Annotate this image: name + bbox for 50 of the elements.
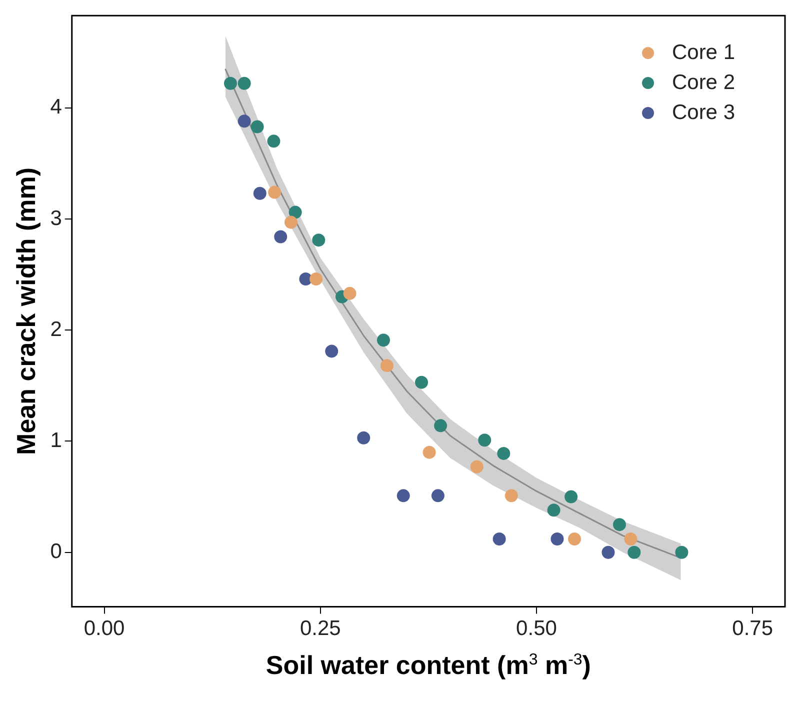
- point: [415, 376, 428, 389]
- legend-label: Core 1: [672, 40, 735, 65]
- point: [224, 76, 237, 90]
- point: [434, 419, 448, 432]
- point: [547, 504, 560, 517]
- point: [492, 532, 506, 546]
- point: [624, 532, 638, 546]
- point: [431, 489, 444, 502]
- point: [250, 120, 264, 134]
- x-tick-label: 0.50: [516, 617, 557, 640]
- point: [564, 490, 578, 504]
- point: [478, 434, 492, 447]
- point: [343, 286, 356, 300]
- x-tick-label: 0.00: [84, 617, 125, 640]
- point: [238, 76, 251, 90]
- point: [504, 489, 518, 502]
- point: [325, 344, 338, 358]
- point: [550, 532, 564, 546]
- point: [470, 460, 484, 474]
- point: [274, 230, 288, 244]
- legend-label: Core 2: [672, 70, 735, 95]
- point: [267, 134, 280, 148]
- point: [284, 216, 298, 229]
- y-tick-label: 3: [50, 206, 62, 230]
- point: [497, 446, 510, 460]
- point: [422, 446, 436, 459]
- point: [376, 334, 390, 347]
- point: [310, 272, 323, 286]
- x-axis-title: Soil water content (m$^{3}$ m$^{-3}$): [264, 650, 592, 681]
- point: [238, 114, 251, 128]
- point: [602, 546, 615, 559]
- y-axis-title: Mean crack width (mm): [10, 167, 41, 455]
- legend-label: Core 3: [672, 100, 735, 125]
- x-tick-label: 0.25: [300, 617, 341, 640]
- y-tick-label: 4: [50, 96, 62, 119]
- point: [357, 431, 370, 444]
- point: [396, 489, 410, 502]
- x-tick-label: 0.75: [732, 617, 774, 640]
- y-tick-label: 2: [50, 318, 62, 341]
- point: [288, 206, 302, 219]
- point: [675, 546, 688, 559]
- point: [628, 546, 641, 559]
- point: [380, 359, 394, 372]
- y-tick-label: 1: [50, 429, 62, 452]
- y-tick-label: 0: [50, 540, 62, 564]
- point: [268, 186, 282, 199]
- point: [612, 518, 626, 532]
- point: [253, 186, 266, 200]
- point: [568, 532, 582, 546]
- point: [312, 234, 326, 247]
